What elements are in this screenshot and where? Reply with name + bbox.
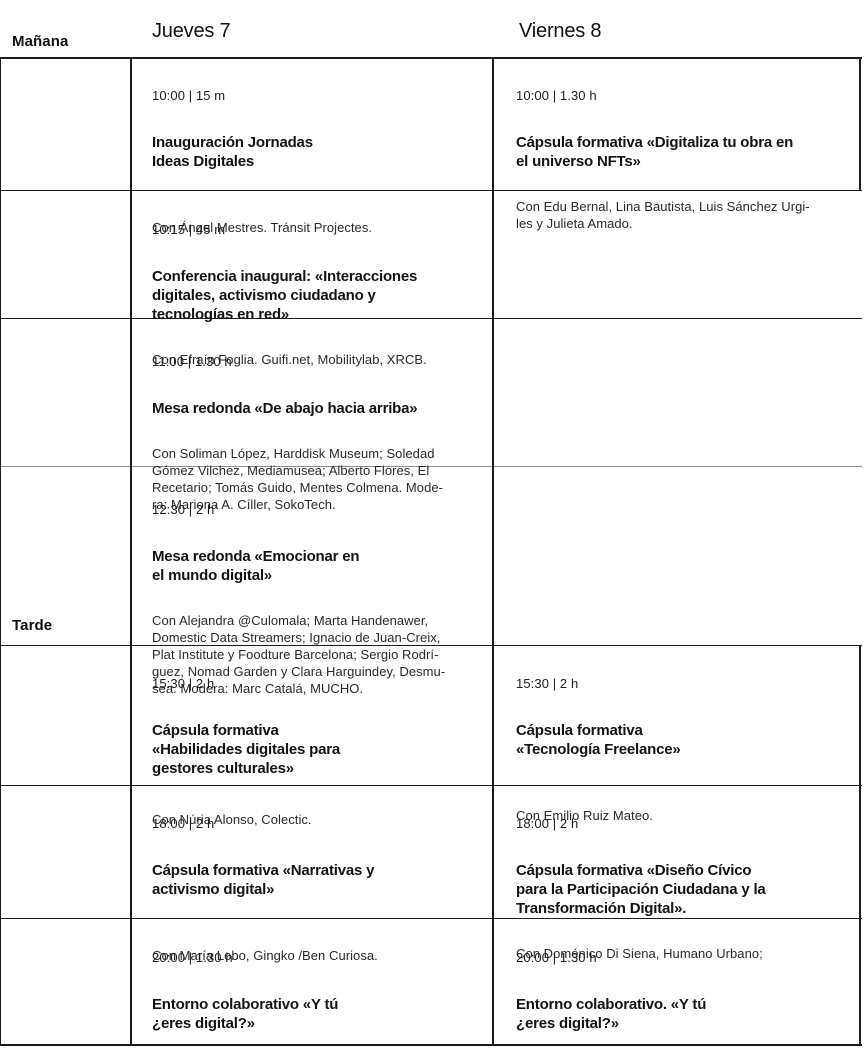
row-group-label-manana: Mañana (12, 33, 69, 50)
event-cell: 15:30 | 2 h Cápsula formativa «Habilidad… (152, 658, 482, 846)
column-header-viernes: Viernes 8 (519, 20, 602, 42)
event-cell: 10:15 | 45 m Conferencia inaugural: «Int… (152, 204, 482, 386)
event-title: Entorno colaborativo. «Y tú ¿eres digita… (516, 996, 707, 1032)
event-cell: 11:00 | 1.30 h Mesa redonda «De abajo ha… (152, 336, 482, 531)
grid-rule (0, 318, 862, 319)
event-time: 15:30 | 2 h (516, 676, 579, 691)
column-header-jueves: Jueves 7 (152, 20, 231, 42)
event-speakers: Con María Lobo, Gingko /Ben Curiosa. (152, 948, 378, 963)
grid-rule-label-divider (130, 57, 132, 1046)
grid-rule (0, 645, 862, 646)
event-title: Cápsula formativa «Habilidades digitales… (152, 722, 341, 777)
event-time: 20:00 | 1.30 h (516, 950, 597, 965)
event-title: Conferencia inaugural: «Interacciones di… (152, 268, 418, 323)
event-time: 12:30 | 2 h’ (152, 502, 218, 517)
event-title: Cápsula formativa «Narrativas y activism… (152, 862, 375, 898)
event-time: 18:00 | 2 h (516, 816, 579, 831)
row-group-label-tarde: Tarde (12, 617, 53, 634)
event-title: Inauguración Jornadas Ideas Digitales (152, 134, 313, 170)
event-cell: 20:00 | 1.30 h Entorno colaborativo «Y t… (152, 932, 482, 1056)
event-cell: 10:00 | 15 m Inauguración Jornadas Ideas… (152, 70, 482, 254)
grid-rule-right-edge-top (859, 57, 861, 191)
grid-rule (0, 918, 862, 919)
event-time: 10:00 | 1.30 h (516, 88, 597, 103)
grid-rule (0, 785, 862, 786)
event-title: Mesa redonda «De abajo hacia arriba» (152, 400, 418, 417)
event-time: 10:00 | 15 m (152, 88, 226, 103)
event-time: 15:30 | 2 h (152, 676, 215, 691)
event-title: Cápsula formativa «Diseño Cívico para la… (516, 862, 766, 917)
event-cell: 18:00 | 2 h Cápsula formativa «Narrativa… (152, 798, 482, 982)
event-cell: 20:00 | 1.30 h Entorno colaborativo. «Y … (516, 932, 856, 1056)
event-speakers: Con Doménico Di Siena, Humano Urbano; (516, 946, 763, 961)
event-cell: 12:30 | 2 h’ Mesa redonda «Emocionar en … (152, 484, 482, 715)
event-speakers: Con Alejandra @Culomala; Marta Handenawe… (152, 613, 446, 696)
event-title: Cápsula formativa «Digitaliza tu obra en… (516, 134, 794, 170)
event-cell: 18:00 | 2 h Cápsula formativa «Diseño Cí… (516, 798, 856, 980)
event-title: Cápsula formativa «Tecnología Freelance» (516, 722, 681, 758)
grid-rule-light (0, 466, 862, 467)
event-cell: 15:30 | 2 h Cápsula formativa «Tecnologí… (516, 658, 856, 842)
grid-rule-header (0, 57, 862, 59)
event-time: 18:00 | 2 h (152, 816, 215, 831)
event-cell: 10:00 | 1.30 h Cápsula formativa «Digita… (516, 70, 856, 250)
grid-rule-bottom (0, 1044, 862, 1046)
event-speakers: Con Efraín Foglia. Guifi.net, Mobilityla… (152, 352, 427, 367)
event-time: 11:00 | 1.30 h (152, 354, 232, 369)
grid-rule-right-edge-bottom (859, 645, 861, 1046)
event-title: Mesa redonda «Emocionar en el mundo digi… (152, 548, 360, 584)
grid-rule-left-edge (0, 57, 1, 1046)
grid-rule (0, 190, 862, 191)
event-time: 20:00 | 1.30 h (152, 950, 233, 965)
event-time: 10:15 | 45 m (152, 222, 226, 237)
grid-rule-column-divider (492, 57, 494, 1046)
event-speakers: Con Soliman López, Harddisk Museum; Sole… (152, 446, 444, 512)
event-title: Entorno colaborativo «Y tú ¿eres digital… (152, 996, 339, 1032)
event-speakers: Con Núria Alonso, Colectic. (152, 812, 312, 827)
event-speakers: Con Edu Bernal, Lina Bautista, Luis Sánc… (516, 199, 810, 231)
event-speakers: Con Ángel Mestres. Tránsit Projectes. (152, 220, 373, 235)
event-speakers: Con Emilio Ruiz Mateo. (516, 808, 653, 823)
